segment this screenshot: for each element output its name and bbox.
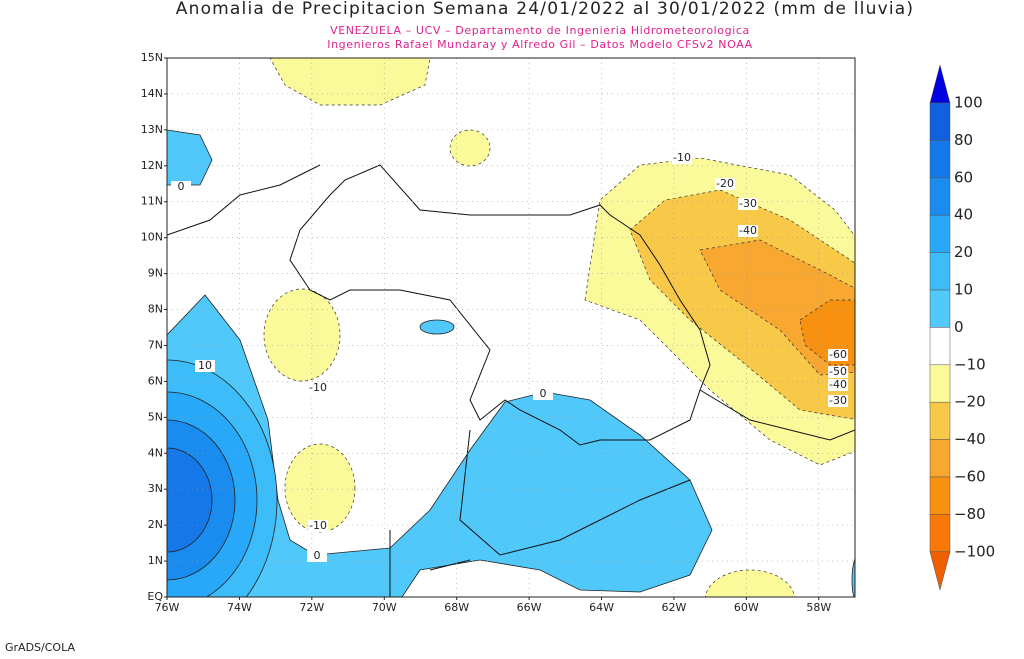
colorbar-box [929,439,951,478]
colorbar-box [929,289,951,328]
colorbar-cap [929,64,951,104]
lat-label: 8N [148,303,163,316]
lon-label: 74W [227,601,252,614]
colorbar-box [929,214,951,253]
colorbar-box [929,177,951,216]
lat-label: 6N [148,374,163,387]
contour-label: -20 [716,177,734,190]
lat-label: 7N [148,338,163,351]
contour-label: -10 [309,519,327,532]
lon-label: 72W [299,601,324,614]
contour-label-bg [533,388,553,400]
colorbar-label: 20 [954,243,973,261]
lat-label: 15N [141,51,163,64]
colorbar-cap [929,551,951,591]
colorbar-label: 80 [954,131,973,149]
contour-label: -60 [829,348,847,361]
colorbar-label: −100 [954,542,995,560]
contour-label: -10 [309,381,327,394]
lat-label: 11N [141,195,163,208]
contour-label-bg [828,395,848,407]
subtitle: VENEZUELA – UCV – Departamento de Ingeni… [330,24,750,37]
footer: GrADS/COLA [5,641,75,654]
colorbar-label: 0 [954,318,964,336]
contour-label-bg [307,550,327,562]
contour-label-bg [828,379,848,391]
contour-label: -30 [829,394,847,407]
subtitle: Ingenieros Rafael Mundaray y Alfredo Gil… [327,38,753,51]
colorbar-box [929,401,951,440]
lat-label: 14N [141,87,163,100]
colorbar-box [929,476,951,515]
contour-label: 0 [540,387,547,400]
colorbar-box [929,140,951,179]
contour-label-bg [738,225,758,237]
lon-label: 60W [734,601,759,614]
contour-label: -30 [739,197,757,210]
contour-label: -40 [739,224,757,237]
contour-label: -50 [829,365,847,378]
lat-label: 5N [148,410,163,423]
contour-label-bg [195,360,215,372]
contour-label-bg [308,520,328,532]
lon-label: 70W [372,601,397,614]
contour-label-bg [738,198,758,210]
lat-label: 3N [148,482,163,495]
contour-label: 0 [314,549,321,562]
colorbar-label: 10 [954,281,973,299]
contour-label-bg [672,152,692,164]
contour-label-bg [828,349,848,361]
colorbar-label: 60 [954,168,973,186]
contour-label-bg [828,366,848,378]
colorbar-label: −20 [954,393,986,411]
lat-label: 13N [141,123,163,136]
lat-label: 10N [141,231,163,244]
colorbar-box [929,514,951,553]
colorbar-box [929,252,951,291]
lon-label: 66W [517,601,542,614]
contour-label-bg [308,382,328,394]
contour-label-bg [715,178,735,190]
contour-label-bg [171,181,191,193]
lat-label: 12N [141,159,163,172]
colorbar-box [929,364,951,403]
contour-label: -40 [829,378,847,391]
contour-label: -10 [673,151,691,164]
lon-label: 76W [155,601,180,614]
colorbar-label: 40 [954,206,973,224]
colorbar-label: −40 [954,430,986,448]
title: Anomalia de Precipitacion Semana 24/01/2… [176,0,914,19]
lat-label: 2N [148,518,163,531]
map-frame [166,57,856,598]
colorbar-label: 100 [954,94,983,112]
lon-label: 68W [444,601,469,614]
colorbar-label: −60 [954,468,986,486]
colorbar-label: −80 [954,505,986,523]
lon-label: 62W [662,601,687,614]
map-area: 0-10-20-30-40-60-50-40-30-10 010-100 [167,58,855,597]
lat-label: 1N [148,554,163,567]
lat-label: 4N [148,446,163,459]
lon-label: 64W [589,601,614,614]
colorbar-label: −10 [954,355,986,373]
lon-label: 58W [806,601,831,614]
colorbar-box [929,102,951,141]
colorbar-box [929,327,951,366]
contour-label: 0 [178,180,185,193]
contour-label: 10 [198,359,212,372]
lat-label: 9N [148,267,163,280]
lat-label: EQ [147,590,163,603]
